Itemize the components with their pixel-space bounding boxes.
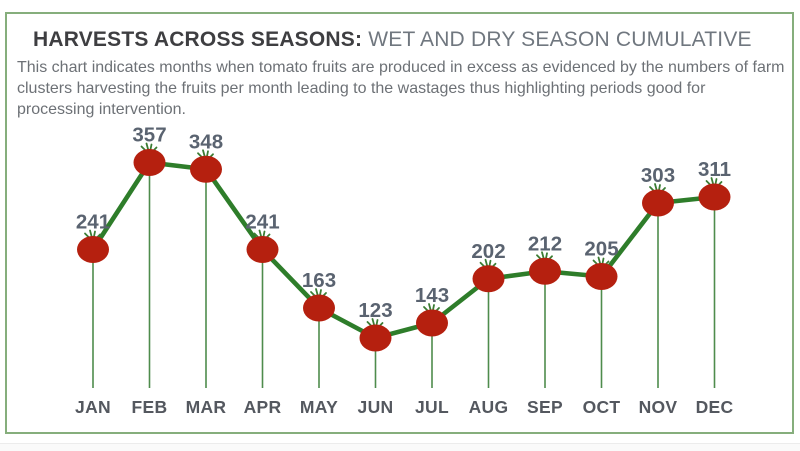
- chart-description: This chart indicates months when tomato …: [17, 59, 785, 118]
- chart-header: HARVESTS ACROSS SEASONS: WET AND DRY SEA…: [7, 14, 792, 120]
- page-background-strip: [0, 443, 800, 451]
- chart-card: HARVESTS ACROSS SEASONS: WET AND DRY SEA…: [5, 12, 794, 434]
- title-bold-segment: HARVESTS ACROSS SEASONS:: [33, 28, 363, 51]
- title-regular-segment: WET AND DRY SEASON CUMULATIVE: [362, 28, 752, 51]
- page-title: HARVESTS ACROSS SEASONS: WET AND DRY SEA…: [33, 28, 792, 52]
